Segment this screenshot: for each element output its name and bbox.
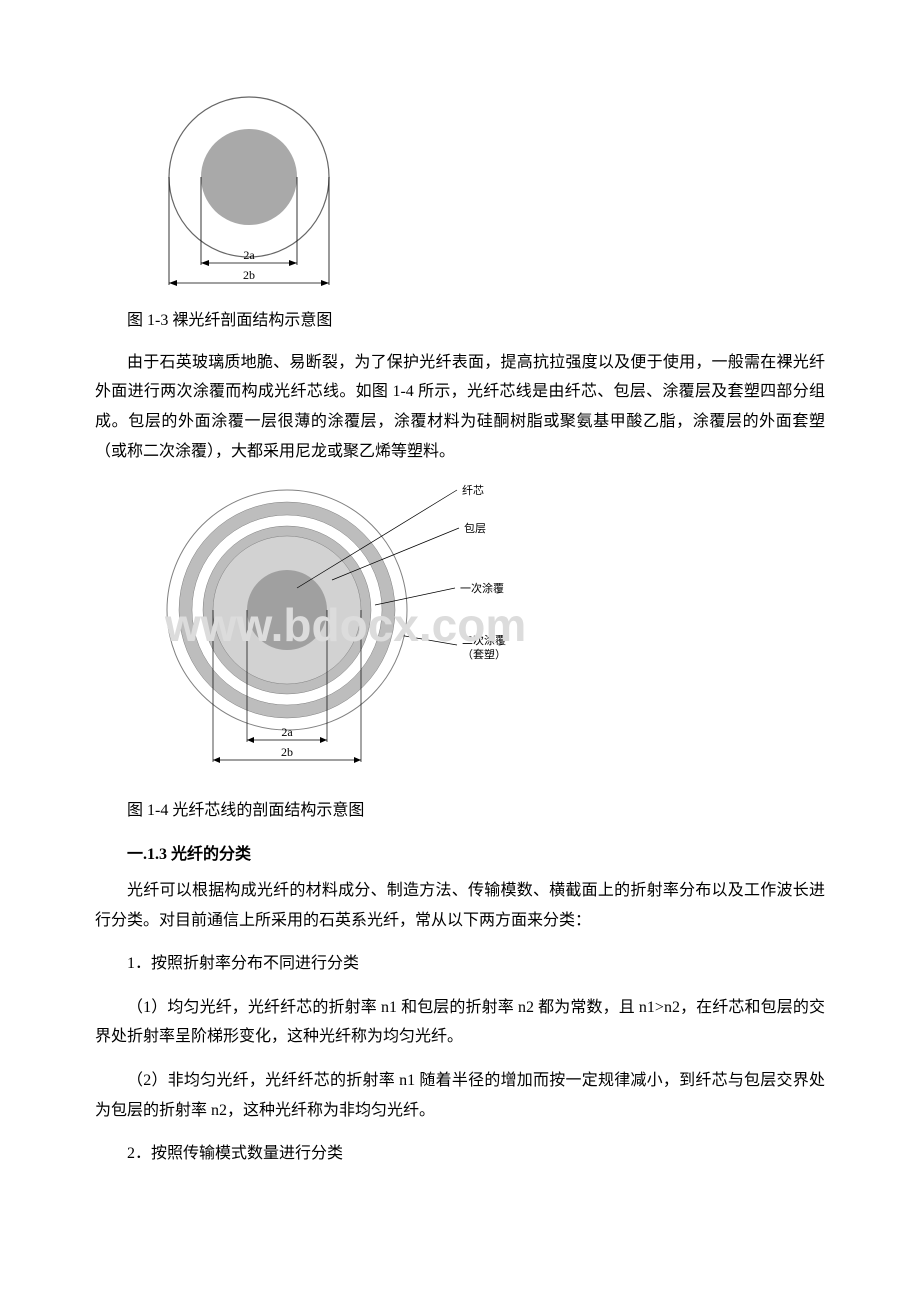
paragraph-5: （2）非均匀光纤，光纤纤芯的折射率 n1 随着半径的增加而按一定规律减小，到纤芯… xyxy=(95,1066,825,1125)
figure-1-4: www.bdocx.com 纤芯 包层 一次涂覆 xyxy=(95,480,825,785)
paragraph-4: （1）均匀光纤，光纤纤芯的折射率 n1 和包层的折射率 n2 都为常数，且 n1… xyxy=(95,993,825,1052)
section-heading: 一.1.3 光纤的分类 xyxy=(95,840,825,864)
paragraph-6: 2．按照传输模式数量进行分类 xyxy=(95,1139,825,1169)
label-coat2b: （套塑） xyxy=(462,647,506,661)
figure-1-4-caption: 图 1-4 光纤芯线的剖面结构示意图 xyxy=(95,797,825,826)
paragraph-3: 1．按照折射率分布不同进行分类 xyxy=(95,949,825,979)
figure-1-4-svg: 纤芯 包层 一次涂覆 二次涂覆 （套塑） 2a xyxy=(157,480,557,780)
fig2-dim-2b: 2b xyxy=(281,745,293,759)
label-core: 纤芯 xyxy=(462,483,484,497)
label-coat1: 一次涂覆 xyxy=(460,581,504,595)
label-coat2a: 二次涂覆 xyxy=(462,633,506,647)
paragraph-2: 光纤可以根据构成光纤的材料成分、制造方法、传输模数、横截面上的折射率分布以及工作… xyxy=(95,876,825,935)
figure-1-3-svg: 2a 2b xyxy=(157,95,341,295)
label-cladding: 包层 xyxy=(464,522,486,535)
figure-1-3: 2a 2b xyxy=(95,95,825,295)
paragraph-1: 由于石英玻璃质地脆、易断裂，为了保护光纤表面，提高抗拉强度以及便于使用，一般需在… xyxy=(95,348,825,466)
figure-1-3-caption: 图 1-3 裸光纤剖面结构示意图 xyxy=(95,307,825,336)
dim-2b-label: 2b xyxy=(243,268,255,282)
document-page: 2a 2b 图 1-3 裸光纤剖面结构示意图 由于石英玻璃质地脆、易断裂，为了保… xyxy=(0,0,920,1243)
dim-2a-label: 2a xyxy=(243,248,255,262)
fig2-dim-2a: 2a xyxy=(281,725,293,739)
